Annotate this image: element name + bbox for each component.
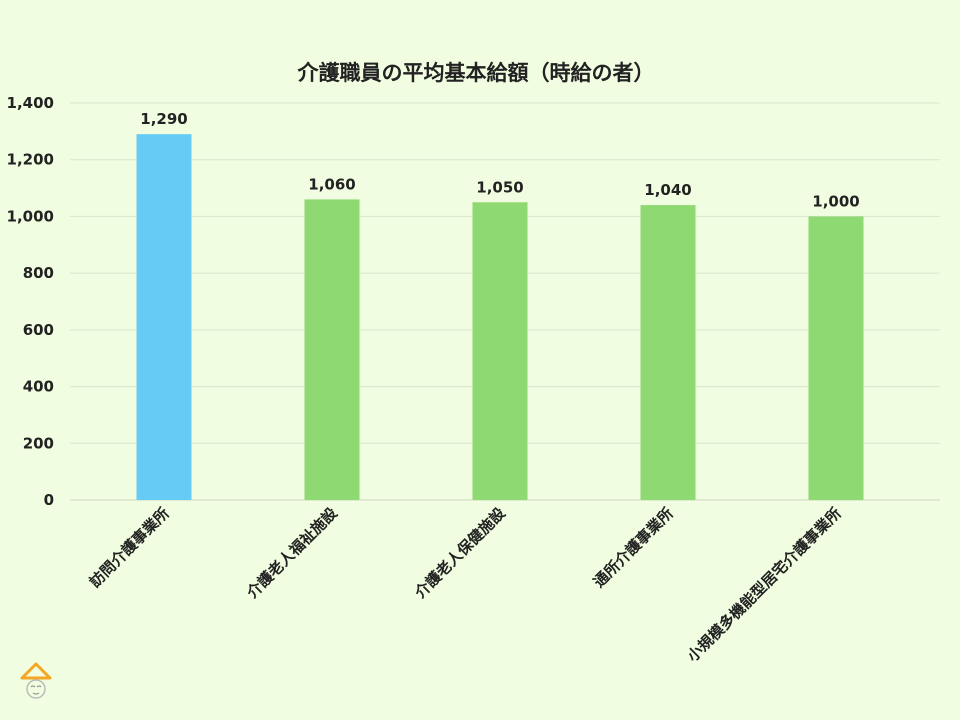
y-axis-ticks: 0 200 400 600 800 1,000 1,200 1,400 <box>7 94 54 509</box>
data-label: 1,290 <box>140 110 187 128</box>
y-tick-label: 1,400 <box>7 94 54 112</box>
x-tick-label: 介護老人福祉施設 <box>243 503 342 602</box>
y-tick-label: 1,000 <box>7 207 54 225</box>
y-tick-label: 1,200 <box>7 151 54 169</box>
x-tick-label: 訪問介護事業所 <box>86 504 173 591</box>
data-label: 1,000 <box>812 192 859 210</box>
data-label: 1,060 <box>308 175 355 193</box>
x-tick-label: 通所介護事業所 <box>590 504 677 591</box>
bar <box>136 134 192 500</box>
y-tick-label: 800 <box>23 264 54 282</box>
y-tick-label: 0 <box>44 491 54 509</box>
data-label: 1,050 <box>476 178 523 196</box>
brand-logo-icon <box>20 662 52 699</box>
y-tick-label: 400 <box>23 378 54 396</box>
chart-title: 介護職員の平均基本給額（時給の者） <box>297 61 655 85</box>
y-tick-label: 600 <box>23 321 54 339</box>
y-tick-label: 200 <box>23 434 54 452</box>
x-tick-label: 介護老人保健施設 <box>411 503 510 602</box>
value-labels: 1,290 1,060 1,050 1,040 1,000 <box>140 110 859 210</box>
x-tick-label: 小規模多機能型居宅介護事業所 <box>684 504 845 665</box>
bar <box>640 205 696 501</box>
bar <box>304 199 360 500</box>
bar <box>472 202 528 500</box>
bars <box>136 134 864 501</box>
bar <box>808 216 864 500</box>
data-label: 1,040 <box>644 181 691 199</box>
x-axis-ticks: 訪問介護事業所 介護老人福祉施設 介護老人保健施設 通所介護事業所 小規模多機能型居宅介… <box>86 503 845 665</box>
